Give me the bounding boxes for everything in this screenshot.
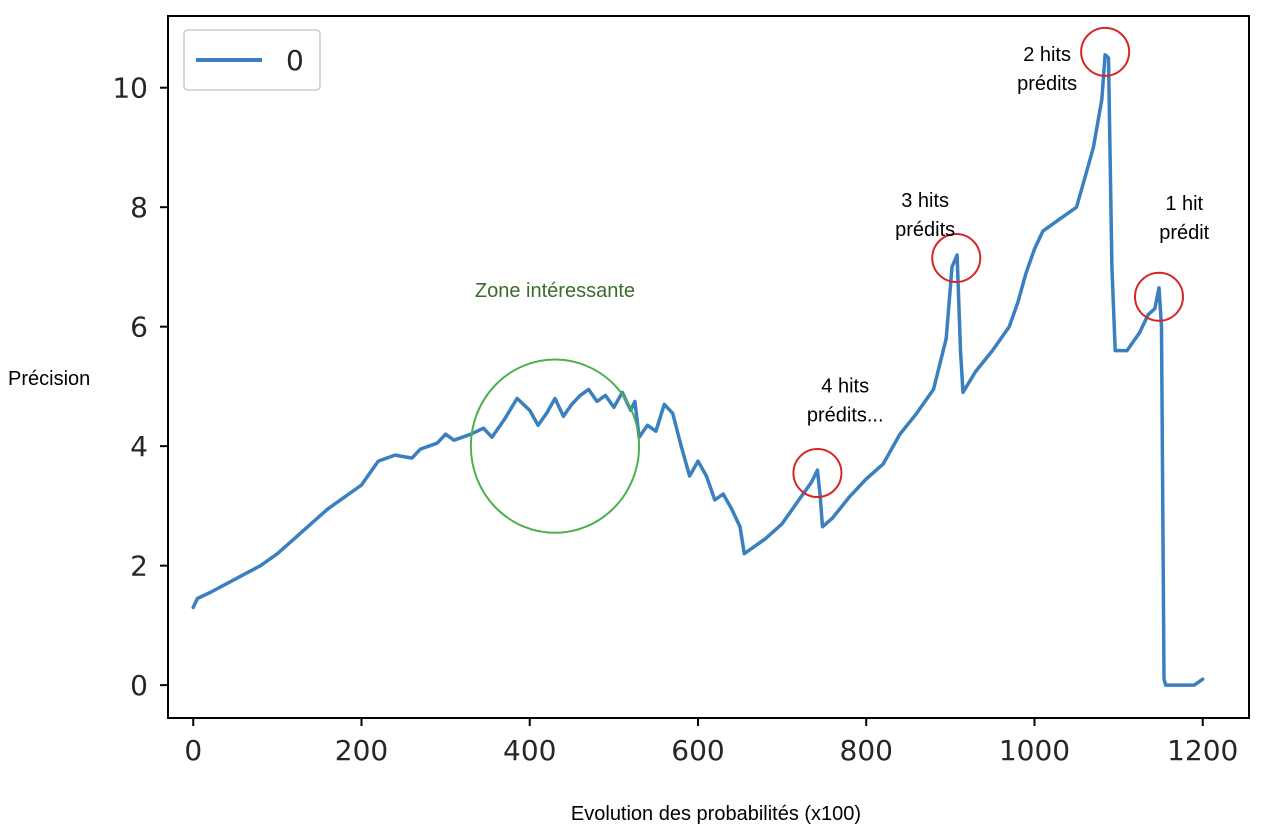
plot-area [167,15,1250,719]
annotation-line: 4 hits [821,375,869,397]
highlight-circle [792,448,843,499]
x-tick-label: 0 [184,734,202,767]
y-tick-label: 6 [130,311,148,344]
highlight-circle [1080,26,1131,77]
annotation-line: prédits [1017,73,1077,95]
legend-label: 0 [286,44,304,77]
axis-ticks: 0 200 400 600 800 1000 1200 0 2 4 6 8 10 [112,72,1238,767]
y-tick-label: 0 [130,669,148,702]
y-tick-label: 2 [130,550,148,583]
annotation-layer: Zone intéressante 4 hits prédits... 3 hits p… [469,26,1210,534]
annotation-line: prédits... [807,404,884,426]
y-tick-label: 4 [130,430,148,463]
x-tick-label: 1000 [999,734,1070,767]
x-tick-label: 800 [840,734,893,767]
x-tick-label: 600 [671,734,724,767]
highlight-circle [931,232,982,283]
annotation-text: 3 hits prédits [895,190,955,241]
annotation-text: 1 hit prédit [1159,193,1209,244]
series-layer [191,53,1205,687]
x-axis-label: Evolution des probabilités (x100) [571,803,861,825]
plot-frame [167,15,1250,719]
annotation-line: prédits [895,219,955,241]
y-tick-label: 8 [130,191,148,224]
annotation-text: 2 hits prédits [1017,44,1077,95]
legend: 0 [183,29,321,91]
annotation-line: 2 hits [1023,44,1071,66]
zone-ellipse [469,358,641,534]
highlight-circle [1133,271,1184,322]
series-line [191,53,1205,687]
annotation-line: 1 hit [1165,193,1203,215]
annotation-text: 4 hits prédits... [807,375,884,426]
annotation-line: prédit [1159,222,1209,244]
x-tick-label: 1200 [1167,734,1238,767]
y-axis-label: Précision [8,368,90,390]
x-tick-label: 400 [503,734,556,767]
annotation-text: Zone intéressante [475,280,635,302]
x-tick-label: 200 [335,734,388,767]
y-tick-label: 10 [112,72,148,105]
annotation-line: 3 hits [901,190,949,212]
annotation-line: Zone intéressante [475,280,635,302]
